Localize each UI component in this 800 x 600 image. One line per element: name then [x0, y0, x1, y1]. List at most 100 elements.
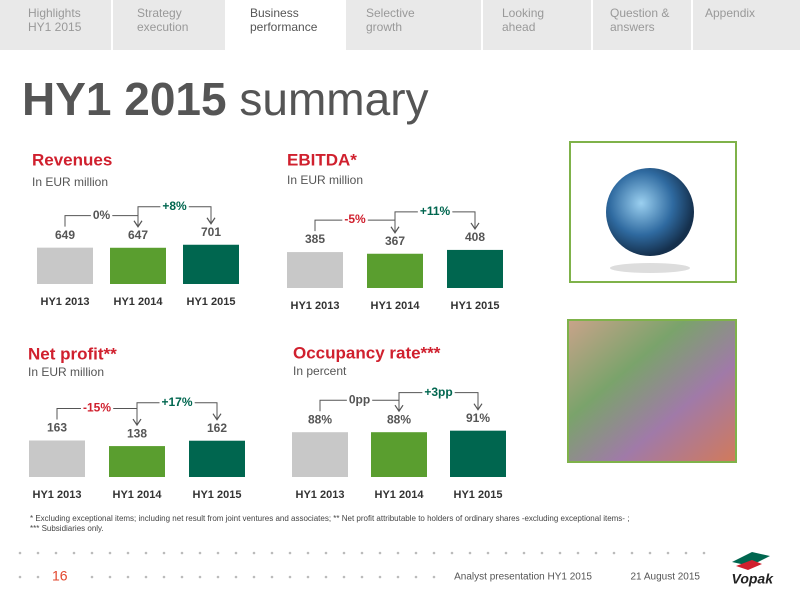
- dot: [324, 575, 328, 579]
- dot: [378, 551, 382, 555]
- globe-shadow: [610, 263, 690, 273]
- chart-title: Net profit**: [28, 344, 117, 363]
- tab-label: HY1 2015: [28, 20, 82, 34]
- value-label: 138: [127, 426, 147, 440]
- slide-title: HY1 2015 summary: [22, 73, 429, 125]
- dot: [378, 575, 382, 579]
- category-label: HY1 2015: [451, 300, 500, 312]
- change-label: -15%: [83, 401, 111, 415]
- dot: [162, 551, 166, 555]
- money-image: [567, 319, 737, 463]
- tab-label: execution: [137, 20, 188, 34]
- dot: [90, 575, 94, 579]
- dot: [234, 575, 238, 579]
- dot: [414, 575, 418, 579]
- bar: [371, 432, 427, 477]
- footer-date: 21 August 2015: [630, 572, 700, 583]
- dot: [342, 551, 346, 555]
- chart-subtitle: In percent: [293, 364, 347, 378]
- tab-label: growth: [366, 20, 402, 34]
- footnote: *** Subsidiaries only.: [30, 524, 104, 533]
- dot: [396, 551, 400, 555]
- dot: [234, 551, 238, 555]
- logo-mark: [732, 552, 770, 566]
- change-arrow: [390, 226, 400, 234]
- dot: [594, 551, 598, 555]
- change-label: 0%: [93, 208, 111, 222]
- dot: [108, 575, 112, 579]
- dot: [522, 551, 526, 555]
- change-bracket: [394, 211, 476, 233]
- dot: [252, 551, 256, 555]
- bar: [447, 249, 503, 288]
- dot: [648, 551, 652, 555]
- change-arrow: [473, 403, 483, 411]
- value-label: 385: [305, 232, 325, 246]
- tab-label: Question &: [610, 6, 669, 20]
- bar: [110, 247, 166, 284]
- value-label: 649: [55, 228, 75, 242]
- tab-label: Appendix: [705, 6, 755, 20]
- dot: [540, 551, 544, 555]
- change-arrow: [212, 413, 222, 421]
- category-label: HY1 2015: [454, 489, 503, 501]
- dot: [324, 551, 328, 555]
- bar: [29, 440, 85, 477]
- category-label: HY1 2014: [114, 296, 164, 308]
- chart-subtitle: In EUR million: [28, 365, 104, 379]
- tab-label: Highlights: [28, 6, 81, 20]
- category-label: HY1 2013: [33, 489, 82, 501]
- dot: [198, 551, 202, 555]
- change-bracket: [137, 206, 212, 227]
- tab-label: Strategy: [137, 6, 182, 20]
- dot: [18, 575, 22, 579]
- bar: [287, 252, 343, 288]
- dot: [126, 575, 130, 579]
- change-label: -5%: [344, 212, 366, 226]
- dot: [306, 575, 310, 579]
- dot: [216, 551, 220, 555]
- dot: [72, 551, 76, 555]
- chart-title: Revenues: [32, 150, 112, 169]
- category-label: HY1 2015: [187, 296, 236, 308]
- value-label: 408: [465, 230, 485, 244]
- change-label: +17%: [161, 395, 192, 409]
- dot: [270, 551, 274, 555]
- change-label: 0pp: [349, 392, 370, 406]
- tab-label: answers: [610, 20, 655, 34]
- bar: [450, 430, 506, 477]
- tab-label: ahead: [502, 20, 535, 34]
- change-bracket: [136, 402, 218, 426]
- chart-title: EBITDA*: [287, 150, 357, 169]
- dot: [702, 551, 706, 555]
- dot: [144, 575, 148, 579]
- value-label: 88%: [387, 412, 411, 426]
- dot: [360, 575, 364, 579]
- footer-event: Analyst presentation HY1 2015: [454, 572, 592, 583]
- bar: [183, 244, 239, 284]
- dot: [90, 551, 94, 555]
- dot: [216, 575, 220, 579]
- title-light: summary: [239, 73, 428, 125]
- dot: [288, 575, 292, 579]
- dot: [486, 551, 490, 555]
- dot: [432, 575, 436, 579]
- tab-label: Business: [250, 6, 299, 20]
- dot: [558, 551, 562, 555]
- value-label: 367: [385, 234, 405, 248]
- dot: [126, 551, 130, 555]
- dot: [252, 575, 256, 579]
- chart-subtitle: In EUR million: [32, 175, 108, 189]
- bar: [367, 253, 423, 288]
- dot: [576, 551, 580, 555]
- dot: [54, 551, 58, 555]
- dot: [504, 551, 508, 555]
- bar: [37, 247, 93, 284]
- dot: [288, 551, 292, 555]
- dot: [18, 551, 22, 555]
- value-label: 162: [207, 421, 227, 435]
- dot: [612, 551, 616, 555]
- change-label: +3pp: [424, 385, 452, 399]
- dot: [666, 551, 670, 555]
